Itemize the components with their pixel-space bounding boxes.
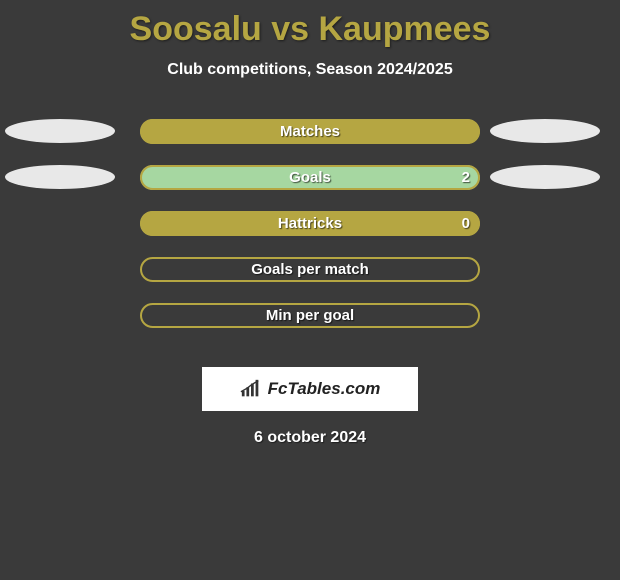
stat-row: Goals per match	[0, 257, 620, 303]
stat-bar: Goals2	[140, 165, 480, 190]
stat-label: Goals per match	[140, 257, 480, 282]
page-title: Soosalu vs Kaupmees	[0, 0, 620, 49]
brand-text: FcTables.com	[268, 379, 381, 399]
stat-label: Hattricks	[140, 211, 480, 236]
stats-area: Matches Goals2 Hattricks0 Goals per match Mi…	[0, 119, 620, 349]
stat-row: Min per goal	[0, 303, 620, 349]
stat-bar: Goals per match	[140, 257, 480, 282]
left-ellipse	[5, 165, 115, 189]
stat-bar: Min per goal	[140, 303, 480, 328]
right-ellipse	[490, 165, 600, 189]
brand-logo[interactable]: FcTables.com	[202, 367, 418, 411]
stat-bar: Hattricks0	[140, 211, 480, 236]
left-ellipse	[5, 119, 115, 143]
stat-row: Matches	[0, 119, 620, 165]
stat-value: 0	[462, 211, 470, 236]
right-ellipse	[490, 119, 600, 143]
stat-label: Goals	[140, 165, 480, 190]
stat-label: Matches	[140, 119, 480, 144]
chart-icon	[240, 379, 262, 399]
stat-bar: Matches	[140, 119, 480, 144]
stat-row: Goals2	[0, 165, 620, 211]
subtitle: Club competitions, Season 2024/2025	[0, 61, 620, 79]
stat-label: Min per goal	[140, 303, 480, 328]
stat-value: 2	[462, 165, 470, 190]
stat-row: Hattricks0	[0, 211, 620, 257]
date-text: 6 october 2024	[0, 429, 620, 447]
